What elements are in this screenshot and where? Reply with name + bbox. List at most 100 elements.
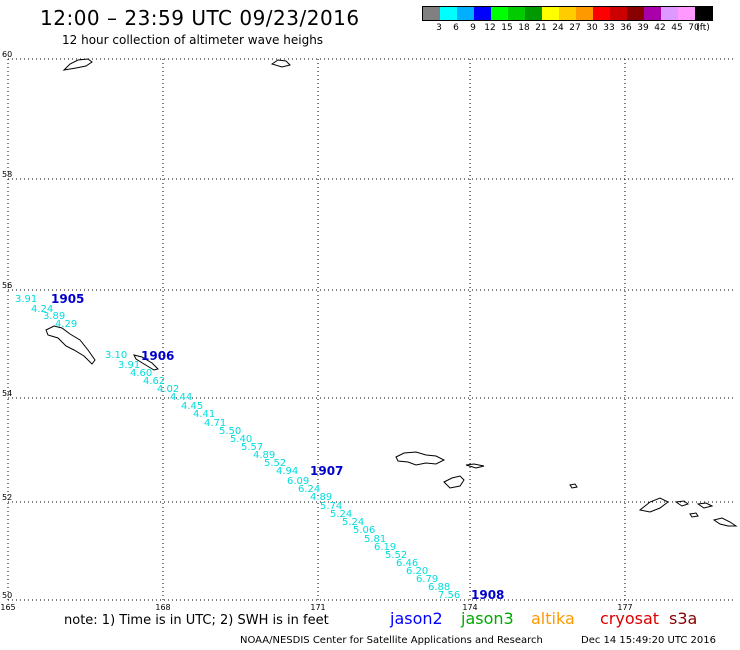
lat-lon-grid — [7, 58, 734, 601]
legend-tick-label: 15 — [501, 23, 513, 33]
latitude-labels: 60 58 56 54 52 50 — [2, 50, 12, 600]
legend-tick-label: 33 — [603, 23, 615, 33]
satellite-label-altika: altika — [531, 609, 575, 628]
swh-value: 4.89 — [310, 492, 332, 503]
legend-swatch-11 — [610, 7, 627, 20]
swh-value: 4.89 — [253, 450, 275, 461]
island-rat-2 — [696, 502, 714, 509]
swh-value: 5.24 — [342, 517, 364, 528]
swh-value: 6.79 — [416, 574, 438, 585]
swh-value: 4.60 — [130, 368, 152, 379]
coastlines — [45, 58, 738, 527]
swh-value: 4.62 — [143, 376, 165, 387]
legend-swatch-3 — [474, 7, 491, 20]
satellite-label-s3a: s3a — [669, 609, 698, 628]
legend-tick-label: 70 — [688, 23, 700, 33]
latitude-label: 52 — [2, 493, 12, 502]
swh-value: 5.40 — [230, 434, 252, 445]
legend-swatch-2 — [457, 7, 474, 20]
legend-swatch-8 — [559, 7, 576, 20]
swh-value: 5.50 — [219, 426, 241, 437]
swh-value: 6.46 — [396, 558, 418, 569]
swh-value: 4.44 — [170, 392, 192, 403]
swh-value: 4.41 — [193, 409, 215, 420]
legend-tick-label: 18 — [518, 23, 530, 33]
legend-tick-label: 3 — [436, 23, 442, 33]
footnote: note: 1) Time is in UTC; 2) SWH is in fe… — [64, 613, 329, 628]
legend-swatch-12 — [627, 7, 644, 20]
legend-color-bar — [422, 6, 713, 21]
coastline-kamchatka-edge — [62, 58, 93, 71]
longitude-labels: 165 168 171 174 177 — [0, 603, 632, 612]
latitude-label: 54 — [2, 389, 12, 398]
legend-tick-label: 39 — [637, 23, 649, 33]
swh-value: 5.06 — [353, 525, 375, 536]
coastline-north-islet — [270, 59, 291, 68]
map-subtitle: 12 hour collection of altimeter wave hei… — [62, 33, 324, 47]
legend-swatch-16 — [695, 7, 712, 20]
longitude-label: 174 — [462, 603, 477, 612]
legend-tick-label: 24 — [552, 23, 564, 33]
legend-swatch-13 — [644, 7, 661, 20]
swh-value: 6.19 — [374, 542, 396, 553]
time-label: 1905 — [51, 292, 84, 306]
swh-value: 4.45 — [181, 401, 203, 412]
latitude-label: 56 — [2, 281, 12, 290]
swh-value: 4.94 — [276, 466, 298, 477]
swh-value: 6.20 — [406, 566, 428, 577]
island-agattu — [443, 475, 465, 489]
legend-swatch-9 — [576, 7, 593, 20]
swh-value: 5.57 — [241, 442, 263, 453]
island-rat-1 — [674, 500, 690, 507]
time-label: 1908 — [471, 588, 504, 602]
credit-line: NOAA/NESDIS Center for Satellite Applica… — [240, 635, 543, 646]
legend-swatch-0 — [423, 7, 440, 20]
island-buldir — [569, 483, 578, 489]
swh-value: 6.24 — [298, 484, 320, 495]
swh-value: 5.52 — [264, 458, 286, 469]
legend-tick-label: 30 — [586, 23, 598, 33]
island-amchitka — [712, 517, 738, 527]
map-title: 12:00 – 23:59 UTC 09/23/2016 — [40, 6, 360, 30]
legend-tick-label: 27 — [569, 23, 581, 33]
swh-value: 4.71 — [204, 418, 226, 429]
swh-value: 6.88 — [428, 582, 450, 593]
longitude-label: 171 — [310, 603, 325, 612]
longitude-label: 165 — [0, 603, 15, 612]
legend-swatch-10 — [593, 7, 610, 20]
legend-swatch-4 — [491, 7, 508, 20]
legend-swatch-14 — [661, 7, 678, 20]
swh-value: 3.10 — [105, 350, 127, 361]
swh-value: 6.09 — [287, 476, 309, 487]
satellite-label-cryosat: cryosat — [600, 609, 660, 628]
legend-tick-label: 6 — [453, 23, 459, 33]
swh-value: 3.91 — [15, 294, 37, 305]
satellite-label-jason3: jason3 — [461, 609, 514, 628]
latitude-label: 50 — [2, 591, 12, 600]
swh-value: 3.91 — [118, 360, 140, 371]
legend-swatch-1 — [440, 7, 457, 20]
legend-labels: 3 6 9 12 15 18 21 24 27 30 33 36 39 42 45 70 (ft) — [422, 21, 713, 35]
time-label: 1906 — [141, 349, 174, 363]
longitude-label: 168 — [155, 603, 170, 612]
legend-tick-label: 9 — [470, 23, 476, 33]
legend-swatch-5 — [508, 7, 525, 20]
island-bering — [45, 325, 96, 365]
wave-height-legend: 3 6 9 12 15 18 21 24 27 30 33 36 39 42 45 70 (ft) — [422, 6, 713, 35]
swh-value: 4.24 — [31, 304, 53, 315]
swh-track: 3.914.243.894.293.103.914.604.624.024.44… — [15, 294, 460, 601]
swh-value: 3.89 — [43, 311, 65, 322]
island-medny — [133, 354, 159, 371]
swh-value: 7.56 — [438, 590, 460, 601]
swh-value: 5.81 — [364, 534, 386, 545]
legend-tick-label: 12 — [484, 23, 496, 33]
swh-value: 4.29 — [55, 319, 77, 330]
island-rat-3 — [689, 512, 699, 518]
legend-tick-label: (ft) — [696, 23, 710, 33]
swh-value: 4.02 — [157, 384, 179, 395]
longitude-label: 177 — [617, 603, 632, 612]
latitude-label: 60 — [2, 50, 12, 59]
legend-tick-label: 21 — [535, 23, 547, 33]
legend-swatch-7 — [542, 7, 559, 20]
